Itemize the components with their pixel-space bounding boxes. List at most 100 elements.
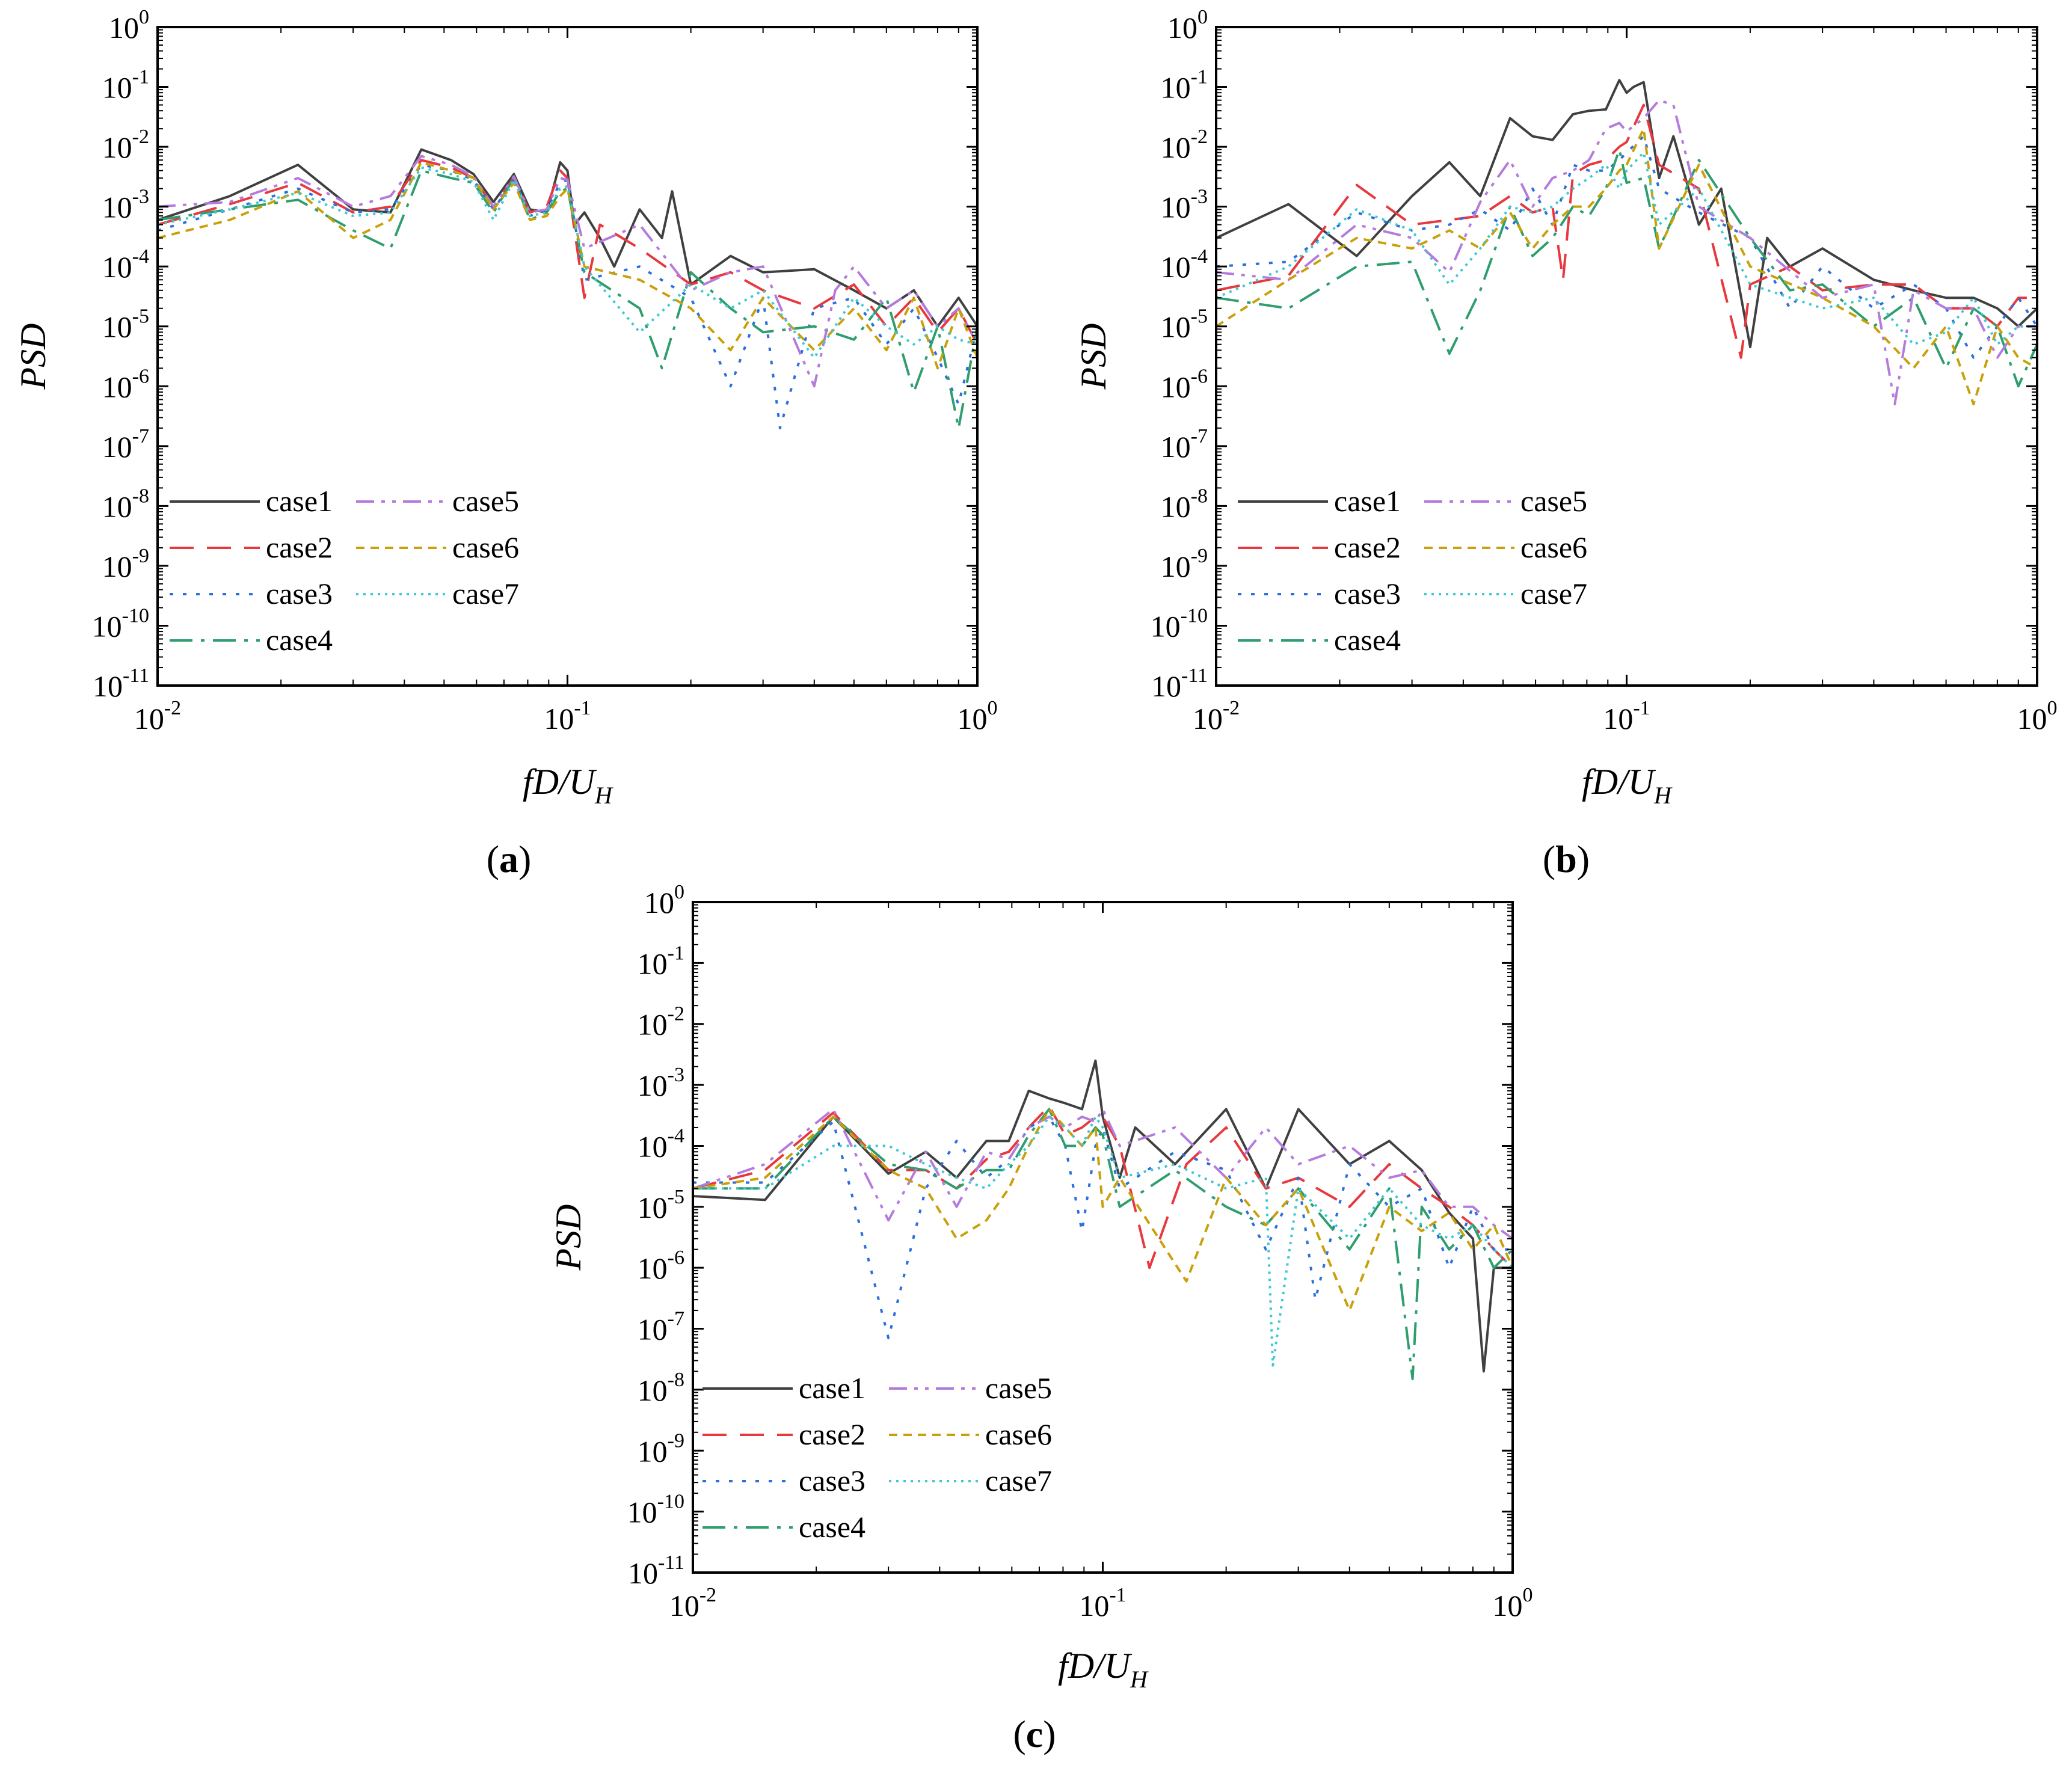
legend-label-case4: case4 <box>799 1510 865 1544</box>
y-tick-label: 10-8 <box>102 485 149 523</box>
y-tick-label: 10-2 <box>638 1003 684 1042</box>
panel-label: (c) <box>1013 1713 1056 1755</box>
y-tick-label: 10-9 <box>1161 545 1208 583</box>
legend-label-case3: case3 <box>799 1464 865 1497</box>
legend-label-case5: case5 <box>1520 484 1587 518</box>
y-tick-label: 10-1 <box>638 942 684 980</box>
series-line-case6 <box>693 1108 1513 1312</box>
legend: case1 case2 case3 case4 case5 case6 case7 <box>702 1371 1052 1544</box>
legend: case1 case2 case3 case4 case5 case6 case7 <box>1238 484 1587 657</box>
y-tick-label: 10-7 <box>1161 425 1208 464</box>
y-tick-label: 10-1 <box>1161 66 1208 105</box>
y-tick-label: 100 <box>1167 6 1208 45</box>
x-tick-label: 10-1 <box>544 697 591 735</box>
legend-label-case1: case1 <box>266 484 333 518</box>
y-tick-label: 10-11 <box>628 1552 684 1590</box>
y-axis-title: PSD <box>549 1205 588 1271</box>
panel-a: 100 10-1 10-2 10-3 10-4 10-5 10-6 10-7 10-8 10-9 1… <box>13 6 998 880</box>
y-tick-label: 10-4 <box>1161 245 1208 284</box>
legend-label-case4: case4 <box>266 623 333 657</box>
y-tick-label: 10-10 <box>627 1491 684 1529</box>
y-tick-label: 10-8 <box>638 1369 684 1407</box>
series-line-case6 <box>1216 127 2037 406</box>
y-tick-label: 10-9 <box>638 1429 684 1468</box>
legend-label-case5: case5 <box>985 1371 1052 1405</box>
series-line-case4 <box>693 1108 1513 1381</box>
y-tick-label: 10-8 <box>1161 485 1208 523</box>
x-axis-title: fD/UH <box>1582 762 1673 809</box>
series-group <box>693 1059 1513 1381</box>
legend-label-case4: case4 <box>1334 623 1401 657</box>
x-tick-label: 10-1 <box>1603 697 1650 735</box>
legend-label-case2: case2 <box>266 530 333 564</box>
x-axis-title: fD/UH <box>1058 1646 1149 1693</box>
series-line-case5 <box>1216 99 2037 406</box>
y-tick-label: 10-9 <box>102 545 149 583</box>
y-tick-label: 10-7 <box>102 425 149 464</box>
y-tick-label: 10-5 <box>1161 305 1208 344</box>
series-line-case1 <box>1216 79 2037 349</box>
legend-label-case1: case1 <box>1334 484 1401 518</box>
series-line-case7 <box>693 1116 1513 1367</box>
legend-label-case7: case7 <box>1520 577 1587 610</box>
y-tick-label: 10-3 <box>1161 186 1208 224</box>
y-tick-label: 10-6 <box>1161 365 1208 404</box>
panel-label: (b) <box>1543 838 1590 880</box>
series-group <box>158 148 977 429</box>
x-tick-label: 10-2 <box>134 697 181 735</box>
y-tick-label: 10-10 <box>92 604 149 643</box>
y-tick-label: 10-11 <box>1151 665 1208 703</box>
series-line-case3 <box>1216 135 2037 359</box>
y-tick-label: 10-1 <box>102 66 149 105</box>
x-tick-label: 100 <box>1493 1584 1533 1622</box>
legend-label-case6: case6 <box>985 1417 1052 1451</box>
panel-b: 100 10-1 10-2 10-3 10-4 10-5 10-6 10-7 10-8 10-9 1… <box>1074 6 2058 880</box>
x-tick-label: 100 <box>958 697 998 735</box>
panel-label: (a) <box>487 838 532 880</box>
series-line-case3 <box>693 1116 1513 1340</box>
y-tick-label: 10-11 <box>93 665 149 703</box>
legend-label-case5: case5 <box>452 484 519 518</box>
x-tick-label: 10-1 <box>1079 1584 1126 1622</box>
y-tick-label: 10-3 <box>638 1064 684 1102</box>
y-axis-title: PSD <box>13 324 53 390</box>
series-line-case4 <box>158 169 977 429</box>
series-line-case5 <box>158 155 977 388</box>
legend-label-case1: case1 <box>799 1371 865 1405</box>
legend-label-case3: case3 <box>266 577 333 610</box>
legend-label-case3: case3 <box>1334 577 1401 610</box>
y-tick-label: 10-4 <box>638 1125 684 1163</box>
series-line-case2 <box>158 159 977 345</box>
series-line-case6 <box>158 161 977 370</box>
y-tick-label: 10-2 <box>1161 126 1208 164</box>
series-line-case2 <box>693 1105 1513 1269</box>
y-tick-label: 10-10 <box>1151 604 1208 643</box>
x-tick-label: 100 <box>2017 697 2058 735</box>
series-group <box>1216 79 2037 406</box>
legend-label-case7: case7 <box>985 1464 1052 1497</box>
legend: case1 case2 case3 case4 case5 case6 case7 <box>170 484 519 657</box>
series-line-case2 <box>1216 103 2037 359</box>
series-line-case7 <box>158 166 977 359</box>
legend-label-case2: case2 <box>799 1417 865 1451</box>
series-line-case5 <box>693 1108 1513 1240</box>
y-tick-label: 10-5 <box>102 305 149 344</box>
y-tick-label: 100 <box>644 881 684 919</box>
x-axis-title: fD/UH <box>523 762 613 809</box>
y-tick-label: 10-2 <box>102 126 149 164</box>
y-tick-label: 100 <box>109 6 149 45</box>
series-line-case4 <box>1216 148 2037 388</box>
y-tick-label: 10-6 <box>638 1247 684 1285</box>
legend-label-case6: case6 <box>452 530 519 564</box>
legend-label-case6: case6 <box>1520 530 1587 564</box>
legend-label-case7: case7 <box>452 577 519 610</box>
y-tick-label: 10-6 <box>102 365 149 404</box>
series-line-case1 <box>693 1059 1513 1373</box>
y-tick-label: 10-7 <box>638 1308 684 1346</box>
panel-c: 100 10-1 10-2 10-3 10-4 10-5 10-6 10-7 10-8 10-9 1… <box>549 881 1533 1755</box>
y-axis-title: PSD <box>1074 324 1113 390</box>
legend-label-case2: case2 <box>1334 530 1401 564</box>
series-line-case3 <box>158 164 977 429</box>
y-tick-label: 10-3 <box>102 186 149 224</box>
